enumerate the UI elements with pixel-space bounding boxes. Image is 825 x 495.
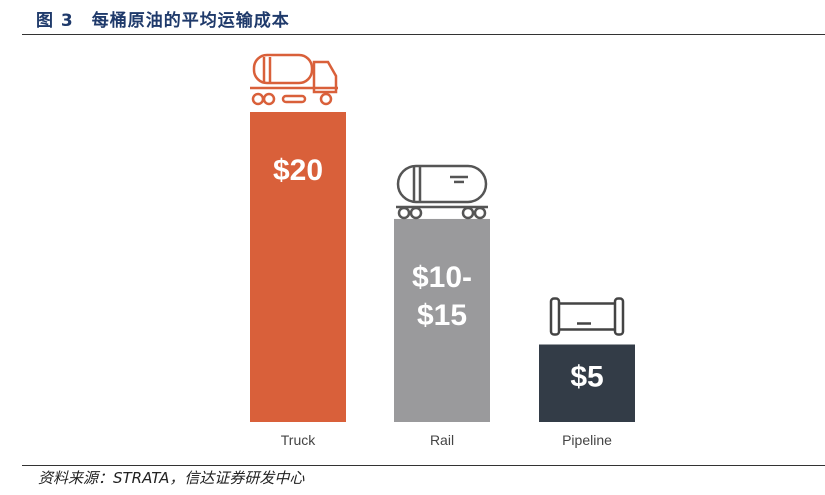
- bar-truck: [250, 112, 346, 422]
- pipeline-icon: [549, 297, 625, 336]
- data-label-pipeline: $5: [570, 361, 603, 394]
- data-label-truck: $20: [273, 154, 323, 187]
- figure-title-text: 每桶原油的平均运输成本: [91, 11, 290, 31]
- figure-title: 图 3 每桶原油的平均运输成本: [36, 6, 290, 31]
- category-label-rail: Rail: [430, 432, 454, 448]
- bar-rail: [394, 218, 490, 422]
- title-divider: [22, 34, 825, 35]
- rail-tank-car-icon: [396, 164, 488, 220]
- figure-label: 图 3: [36, 11, 74, 31]
- source-note: 资料来源：STRATA，信达证券研发中心: [38, 469, 305, 487]
- source-divider: [22, 465, 825, 466]
- data-label-rail: $10-$15: [412, 261, 472, 332]
- bar-pipeline: [539, 344, 635, 422]
- tanker-truck-icon: [250, 53, 338, 106]
- category-label-truck: Truck: [281, 432, 316, 448]
- category-label-pipeline: Pipeline: [562, 432, 612, 448]
